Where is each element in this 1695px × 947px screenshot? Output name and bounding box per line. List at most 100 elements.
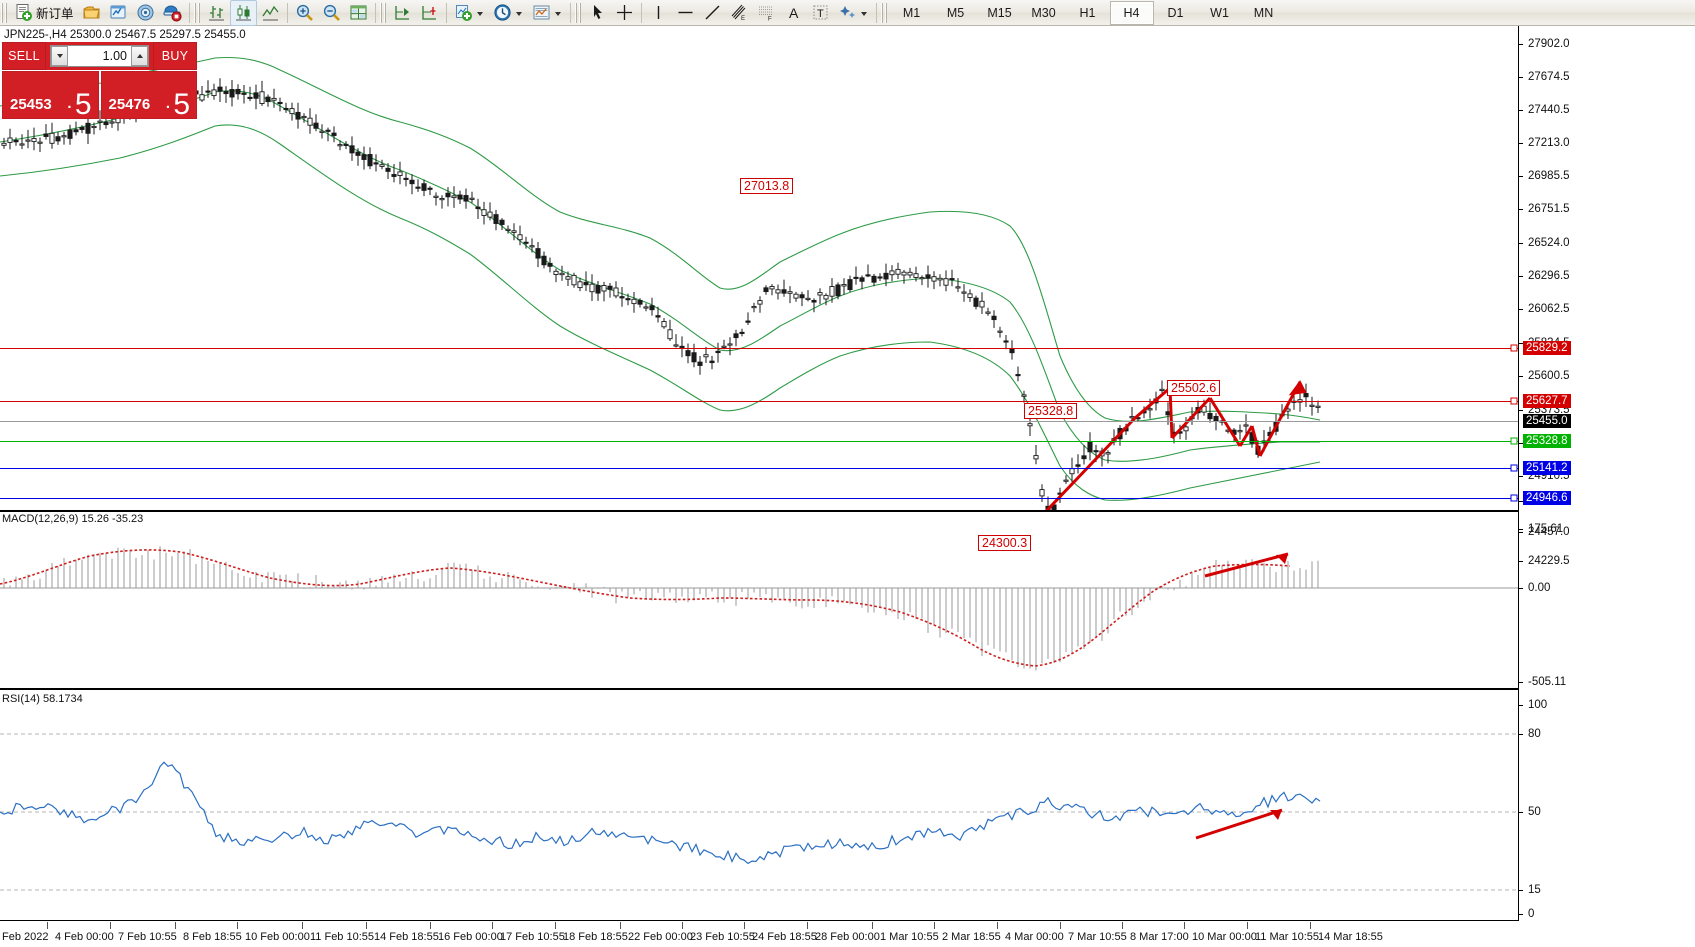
macd-tick-label: 175.61 [1528, 523, 1564, 535]
level-drag-handle[interactable] [1510, 494, 1518, 502]
level-badge-25627[interactable]: 25627.7 [1523, 394, 1571, 408]
new-order-button[interactable]: 新订单 [10, 0, 78, 26]
bar-chart-button[interactable] [203, 0, 230, 26]
level-drag-handle[interactable] [1510, 397, 1518, 405]
volume-increment-button[interactable] [131, 46, 148, 66]
tile-windows-button[interactable] [345, 0, 372, 26]
level-line[interactable] [0, 498, 1518, 499]
svg-text:E: E [741, 16, 745, 22]
level-line[interactable] [0, 348, 1518, 349]
main-toolbar: 新订单 [0, 0, 1695, 26]
toolbar-grip-4[interactable] [574, 2, 582, 23]
price-tick-label: 26524.0 [1528, 237, 1570, 249]
chevron-down-icon[interactable] [476, 11, 483, 16]
period-button[interactable] [489, 0, 528, 26]
buy-button[interactable]: BUY [153, 42, 197, 70]
toolbar-grip-3[interactable] [379, 2, 387, 23]
zoom-in-button[interactable] [291, 0, 318, 26]
sell-button[interactable]: SELL [2, 42, 46, 70]
text-button[interactable]: A [780, 0, 807, 26]
trendline-button[interactable] [699, 0, 726, 26]
timeframe-m5[interactable]: M5 [946, 5, 965, 20]
data-window-button[interactable] [132, 0, 159, 26]
timeframe-h4[interactable]: H4 [1109, 0, 1154, 25]
volume-decrement-button[interactable] [51, 46, 68, 66]
axis-tickmark [1519, 734, 1523, 735]
axis-tickmark [1519, 343, 1523, 344]
time-tick-label: 24 Feb 18:55 [752, 931, 817, 943]
time-tick-label: Feb 2022 [2, 931, 49, 943]
cursor-button[interactable] [584, 0, 611, 26]
toolbar-grip-2[interactable] [193, 2, 201, 23]
current-price-badge[interactable]: 25455.0 [1523, 414, 1571, 428]
plot-area[interactable]: JPN225-,H4 25300.0 25467.5 25297.5 25455… [0, 26, 1518, 921]
line-chart-button[interactable] [257, 0, 284, 26]
level-line[interactable] [0, 468, 1518, 469]
level-drag-handle[interactable] [1510, 344, 1518, 352]
annotation-25502[interactable]: 25502.6 [1167, 380, 1221, 396]
chart-container[interactable]: 27902.0 27674.5 27440.5 27213.0 26985.5 26751… [0, 26, 1695, 947]
horizontal-line-button[interactable] [672, 0, 699, 26]
time-tick-label: 14 Mar 18:55 [1318, 931, 1383, 943]
price-axis[interactable]: 27902.0 27674.5 27440.5 27213.0 26985.5 26751… [1518, 26, 1695, 921]
candlestick-button[interactable] [229, 0, 257, 26]
shapes-button[interactable] [834, 0, 873, 26]
timeframe-mn[interactable]: MN [1253, 5, 1274, 20]
cursor-icon [593, 5, 602, 19]
toolbar-separator-5 [569, 2, 571, 23]
auto-scroll-button[interactable] [389, 0, 416, 26]
text-label-button[interactable]: T [807, 0, 834, 26]
level-badge-24946[interactable]: 24946.6 [1523, 491, 1571, 505]
crosshair-button[interactable] [611, 0, 638, 26]
fibonacci-button[interactable]: F [753, 0, 780, 26]
toolbar-grip[interactable] [1, 2, 8, 23]
chart-shift-button[interactable] [416, 0, 443, 26]
equidistant-channel-button[interactable]: E [726, 0, 753, 26]
toolbar-grip-5[interactable] [880, 2, 888, 23]
level-line[interactable] [0, 441, 1518, 442]
timeframe-d1[interactable]: D1 [1167, 5, 1184, 20]
level-drag-handle[interactable] [1510, 464, 1518, 472]
timeframe-m30[interactable]: M30 [1031, 5, 1056, 20]
vertical-line-button[interactable] [645, 0, 672, 26]
chevron-down-icon-4[interactable] [860, 11, 867, 16]
macd-chart-svg [0, 546, 1518, 671]
templates-button[interactable] [528, 0, 567, 26]
level-badge-25328[interactable]: 25328.8 [1523, 434, 1571, 448]
price-tick-label: 27440.5 [1528, 104, 1570, 116]
rsi-pane[interactable]: RSI(14) 58.1734 [0, 692, 1518, 921]
sell-price-box[interactable]: 25453 . 5 [2, 71, 99, 120]
timeframe-m15[interactable]: M15 [987, 5, 1012, 20]
zoom-out-button[interactable] [318, 0, 345, 26]
level-line[interactable] [0, 401, 1518, 402]
market-watch-button[interactable] [105, 0, 132, 26]
level-line[interactable] [0, 421, 1518, 422]
profiles-button[interactable] [78, 0, 105, 26]
price-chart-svg [0, 57, 1321, 510]
price-pane[interactable]: JPN225-,H4 25300.0 25467.5 25297.5 25455… [0, 26, 1518, 551]
annotation-25328[interactable]: 25328.8 [1024, 403, 1078, 419]
time-tick-label: 23 Feb 10:55 [690, 931, 755, 943]
timeframe-m1[interactable]: M1 [902, 5, 921, 20]
level-badge-25141[interactable]: 25141.2 [1523, 461, 1571, 475]
level-badge-25829[interactable]: 25829.2 [1523, 341, 1571, 355]
macd-pane[interactable]: MACD(12,26,9) 15.26 -35.23 [0, 510, 1518, 690]
one-click-trading-panel[interactable]: SELL 1.00 BUY 25453 [2, 42, 197, 120]
annotation-24300[interactable]: 24300.3 [978, 535, 1032, 551]
indicators-button[interactable] [450, 0, 489, 26]
time-tick-label: 10 Feb 00:00 [245, 931, 310, 943]
level-drag-handle[interactable] [1510, 437, 1518, 445]
buy-price-box[interactable]: 25476 . 5 [100, 71, 197, 120]
chevron-down-icon-3[interactable] [554, 11, 561, 16]
autotrading-button[interactable] [159, 0, 186, 26]
time-tick-mark [366, 922, 367, 929]
chevron-down-icon-2[interactable] [515, 11, 522, 16]
zoom-in-icon [296, 4, 313, 21]
annotation-27013[interactable]: 27013.8 [740, 178, 794, 194]
timeframe-w1[interactable]: W1 [1210, 5, 1229, 20]
time-axis[interactable]: Feb 2022 4 Feb 00:00 7 Feb 10:55 8 Feb 18:5… [0, 920, 1518, 947]
timeframe-h1[interactable]: H1 [1079, 5, 1096, 20]
volume-value[interactable]: 1.00 [102, 49, 127, 63]
time-tick-label: 22 Feb 00:00 [628, 931, 693, 943]
volume-input[interactable]: 1.00 [50, 45, 149, 67]
